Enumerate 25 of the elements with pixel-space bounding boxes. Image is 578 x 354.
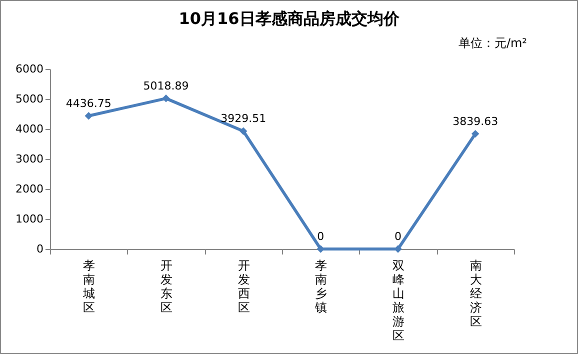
- data-label: 5018.89: [143, 79, 189, 92]
- x-tick-label: 开发西区: [238, 258, 250, 314]
- y-tick-label: 5000: [16, 92, 44, 106]
- x-tick-label: 开发东区: [160, 258, 172, 314]
- point: [471, 130, 480, 138]
- point: [239, 127, 248, 135]
- data-label: 4436.75: [66, 96, 112, 110]
- x-tick-label: 孝南乡镇: [314, 258, 328, 314]
- y-tick-label: 1000: [16, 212, 44, 226]
- x-tick-label: 南大经济区: [470, 258, 482, 328]
- x-tick-label: 双峰山旅游区: [392, 258, 404, 342]
- point: [162, 94, 170, 102]
- x-tick-label: 孝南城区: [82, 258, 96, 314]
- y-tick-label: 2000: [16, 182, 44, 196]
- data-label: 3839.63: [452, 114, 498, 128]
- data-label: 3929.51: [220, 112, 266, 126]
- y-tick-label: 3000: [16, 152, 44, 166]
- y-tick-label: 6000: [16, 62, 44, 76]
- data-label: 0: [394, 230, 402, 243]
- chart-title: 10月16日孝感商品房成交均价: [178, 8, 400, 30]
- point: [84, 112, 93, 120]
- data-label: 0: [317, 230, 324, 243]
- y-tick-label: 4000: [16, 122, 44, 136]
- text: 单位：元/m²: [458, 35, 527, 52]
- y-tick-label: 0: [36, 242, 44, 256]
